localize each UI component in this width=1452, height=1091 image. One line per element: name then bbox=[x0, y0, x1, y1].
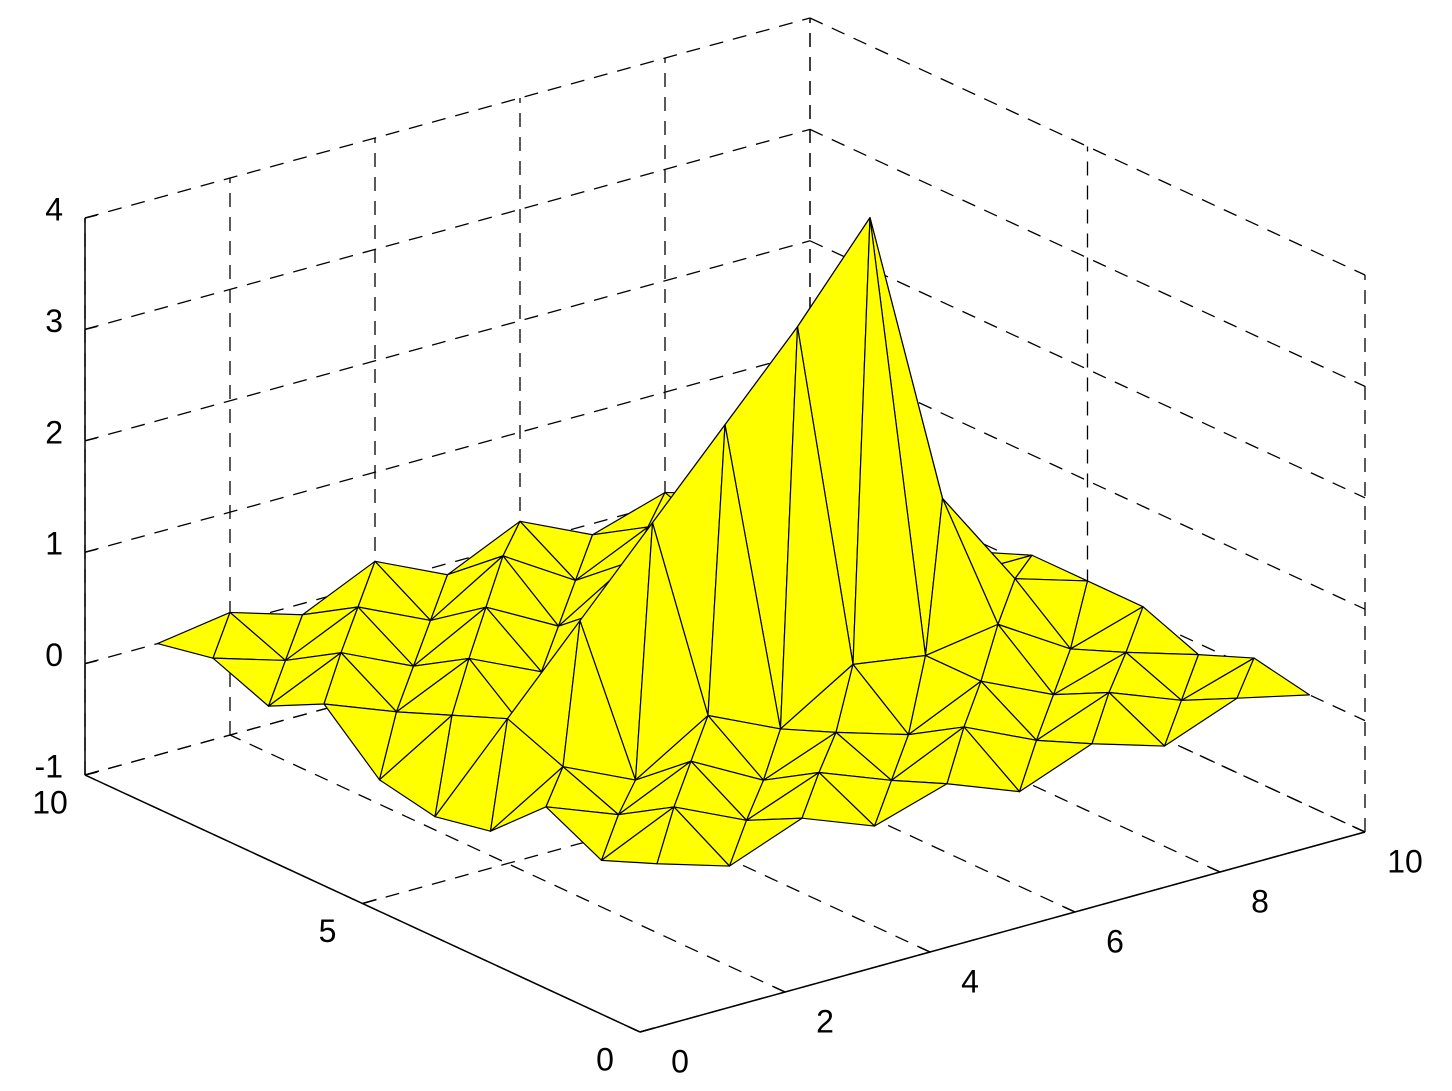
surface-facet bbox=[873, 779, 948, 827]
x-tick bbox=[1353, 826, 1366, 833]
z-tick bbox=[84, 437, 98, 442]
surface-facet bbox=[801, 771, 876, 827]
x-tick bbox=[1063, 906, 1076, 913]
x-tick-label: 2 bbox=[816, 1003, 834, 1039]
y-tick-label: 10 bbox=[32, 784, 68, 820]
surface-facet bbox=[1018, 739, 1093, 793]
surface-facet bbox=[1163, 697, 1238, 747]
x-tick bbox=[773, 986, 786, 993]
x-tick bbox=[1208, 866, 1221, 873]
y-tick bbox=[639, 1027, 655, 1033]
z-tick-label: 4 bbox=[45, 191, 63, 227]
surface-facet bbox=[1091, 691, 1166, 747]
grid-line bbox=[84, 17, 811, 219]
z-tick bbox=[84, 325, 98, 331]
grid-line bbox=[229, 734, 786, 993]
x-tick-label: 0 bbox=[671, 1043, 689, 1079]
z-tick bbox=[84, 659, 98, 665]
y-tick-label: 0 bbox=[596, 1041, 614, 1077]
x-tick bbox=[628, 1026, 641, 1033]
x-tick bbox=[918, 946, 931, 953]
x-tick-label: 8 bbox=[1251, 883, 1269, 919]
grid-line bbox=[84, 240, 811, 442]
grid-line bbox=[84, 128, 811, 331]
y-tick-label: 5 bbox=[319, 913, 337, 949]
x-tick-label: 4 bbox=[961, 963, 979, 999]
z-tick-label: 2 bbox=[45, 414, 63, 450]
grid-line bbox=[809, 17, 1366, 276]
surface-facet bbox=[728, 817, 803, 867]
x-tick-label: 6 bbox=[1106, 923, 1124, 959]
z-tick bbox=[84, 548, 98, 553]
z-tick-label: -1 bbox=[35, 748, 63, 784]
y-tick bbox=[362, 898, 377, 905]
z-tick-label: 0 bbox=[45, 637, 63, 673]
z-tick bbox=[84, 214, 98, 219]
x-tick-label: 10 bbox=[1387, 843, 1423, 879]
grid-line bbox=[809, 240, 1366, 499]
z-tick-label: 1 bbox=[45, 526, 63, 562]
surface-facet bbox=[946, 726, 1021, 793]
x-axis bbox=[639, 831, 1366, 1033]
y-tick bbox=[84, 770, 100, 776]
z-tick-label: 3 bbox=[45, 303, 63, 339]
surface-facet bbox=[656, 806, 731, 867]
grid-line bbox=[84, 351, 811, 553]
grid-line bbox=[809, 128, 1366, 387]
surface-facet bbox=[1236, 657, 1311, 699]
